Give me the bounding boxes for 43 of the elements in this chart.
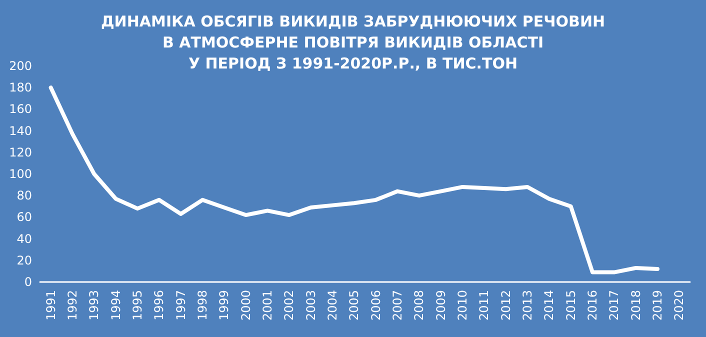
x-tick-label: 2004 xyxy=(326,290,340,321)
x-tick-label: 2007 xyxy=(390,290,404,321)
x-tick-label: 2006 xyxy=(368,290,383,321)
x-tick-label: 1993 xyxy=(87,290,102,321)
y-tick-label: 120 xyxy=(9,145,32,160)
x-tick-label: 1998 xyxy=(196,290,210,321)
y-tick-label: 0 xyxy=(24,275,32,289)
x-tick-label: 1994 xyxy=(108,290,123,321)
x-tick-label: 2014 xyxy=(542,290,556,321)
y-tick-label: 160 xyxy=(9,102,32,116)
x-tick-label: 2015 xyxy=(564,290,578,321)
x-tick-label: 2012 xyxy=(498,290,513,321)
y-tick-label: 20 xyxy=(16,253,32,268)
x-tick-label: 1991 xyxy=(44,290,58,321)
x-tick-label: 2008 xyxy=(412,290,426,321)
x-tick-label: 2001 xyxy=(260,290,274,321)
x-tick-label: 2013 xyxy=(520,290,534,321)
y-tick-label: 80 xyxy=(16,188,32,203)
y-tick-label: 140 xyxy=(9,124,32,138)
y-tick-label: 200 xyxy=(9,59,32,73)
x-tick-label: 2020 xyxy=(672,290,686,321)
x-tick-label: 2009 xyxy=(434,290,448,321)
y-tick-label: 180 xyxy=(9,80,32,95)
x-tick-label: 2002 xyxy=(282,290,296,321)
line-series xyxy=(48,86,660,274)
chart-title: ДИНАМІКА ОБСЯГІВ ВИКИДІВ ЗАБРУДНЮЮЧИХ РЕЧОВИН В АТМОСФЕРНЕ ПОВІТРЯ ВИКИДІВ ОБЛАСТІ У ПЕРІОД З 1991-2020Р.Р., В ТИС.ТОН xyxy=(100,12,606,72)
y-tick-label: 100 xyxy=(9,167,32,181)
x-tick-label: 2018 xyxy=(628,290,643,321)
x-tick-label: 1992 xyxy=(66,290,80,321)
x-tick-label: 2016 xyxy=(586,290,600,321)
x-tick-label: 2019 xyxy=(650,290,664,321)
x-tick-label: 2005 xyxy=(347,290,362,321)
x-tick-label: 2017 xyxy=(607,290,622,321)
x-tick-label: 2010 xyxy=(456,290,470,321)
x-tick-label: 2011 xyxy=(477,290,492,321)
x-tick-label: 1997 xyxy=(174,290,188,321)
x-tick-label: 2003 xyxy=(304,290,318,321)
y-tick-label: 60 xyxy=(16,210,32,224)
x-tick-label: 1999 xyxy=(217,290,232,321)
x-tick-label: 1995 xyxy=(130,290,144,321)
x-tick-label: 1996 xyxy=(152,290,166,321)
x-tick-label: 2000 xyxy=(238,290,253,321)
y-tick-label: 40 xyxy=(16,232,32,246)
